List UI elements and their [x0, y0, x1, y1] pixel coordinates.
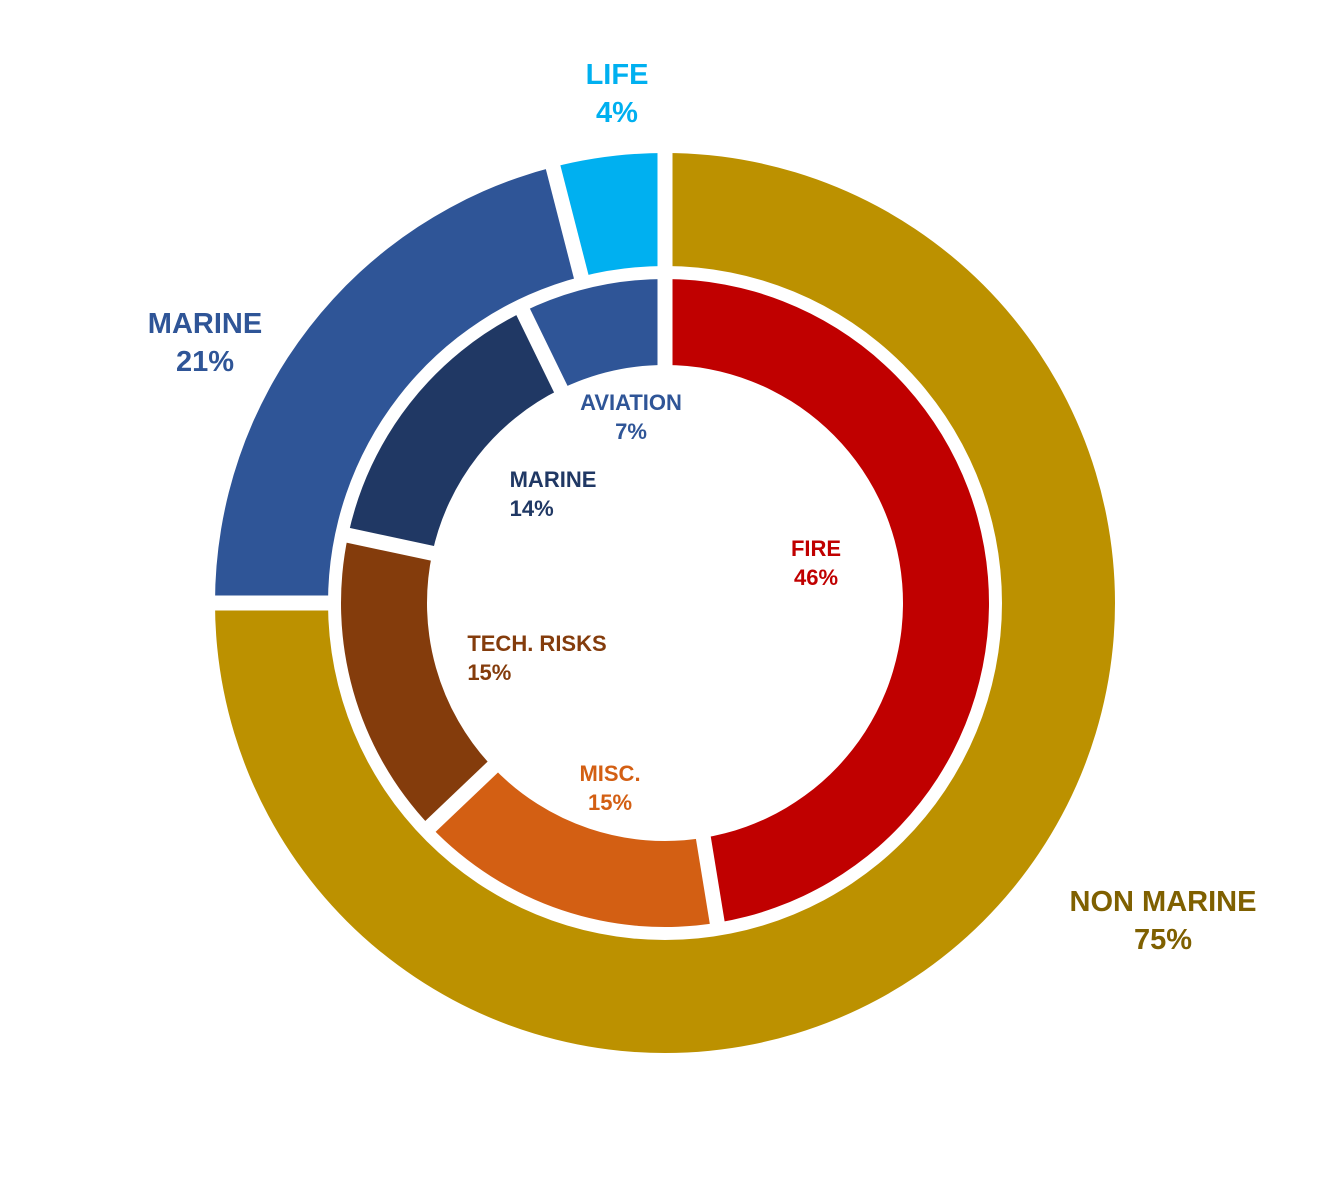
label-misc-percent: 15%: [587, 789, 633, 815]
label-marine-inner: MARINE 14%: [510, 466, 597, 523]
label-marine-inner-name: MARINE: [509, 467, 597, 492]
label-fire: FIRE 46%: [791, 535, 841, 592]
label-life: LIFE 4%: [586, 57, 649, 132]
label-life-name: LIFE: [585, 59, 649, 91]
label-fire-name: FIRE: [790, 536, 842, 561]
inner-slice-marine: [348, 311, 561, 554]
outer-slice-marine: [215, 167, 582, 603]
label-misc: MISC. 15%: [579, 760, 640, 817]
label-non-marine-percent: 75%: [1133, 923, 1193, 956]
inner-separator: [344, 527, 436, 562]
inner-slice-aviation: [523, 279, 665, 390]
label-tech-risks-percent: 15%: [467, 659, 512, 685]
outer-separator: [545, 163, 589, 281]
label-marine-outer-percent: 21%: [175, 345, 235, 378]
label-aviation-name: AVIATION: [580, 390, 682, 415]
inner-separator: [423, 760, 500, 834]
outer-ring: [213, 151, 1115, 1053]
label-marine-outer-name: MARINE: [147, 308, 263, 340]
label-fire-percent: 46%: [793, 564, 839, 590]
label-tech-risks: TECH. RISKS 15%: [467, 630, 606, 687]
label-marine-inner-percent: 14%: [509, 495, 554, 521]
inner-slice-tech-risks: [341, 535, 493, 827]
inner-slice-misc: [430, 767, 718, 927]
inner-separator: [515, 306, 569, 395]
label-marine-outer: MARINE 21%: [148, 306, 262, 381]
inner-separator: [695, 834, 725, 926]
label-misc-name: MISC.: [579, 761, 641, 786]
outer-slice-life: [553, 153, 665, 277]
inner-slice-fire: [665, 279, 989, 923]
inner-ring: [341, 277, 989, 927]
label-aviation: AVIATION 7%: [580, 389, 682, 446]
label-life-percent: 4%: [596, 96, 638, 129]
label-non-marine-name: NON MARINE: [1069, 886, 1257, 918]
label-tech-risks-name: TECH. RISKS: [467, 631, 607, 656]
label-aviation-percent: 7%: [615, 418, 647, 444]
label-non-marine: NON MARINE 75%: [1070, 884, 1257, 959]
